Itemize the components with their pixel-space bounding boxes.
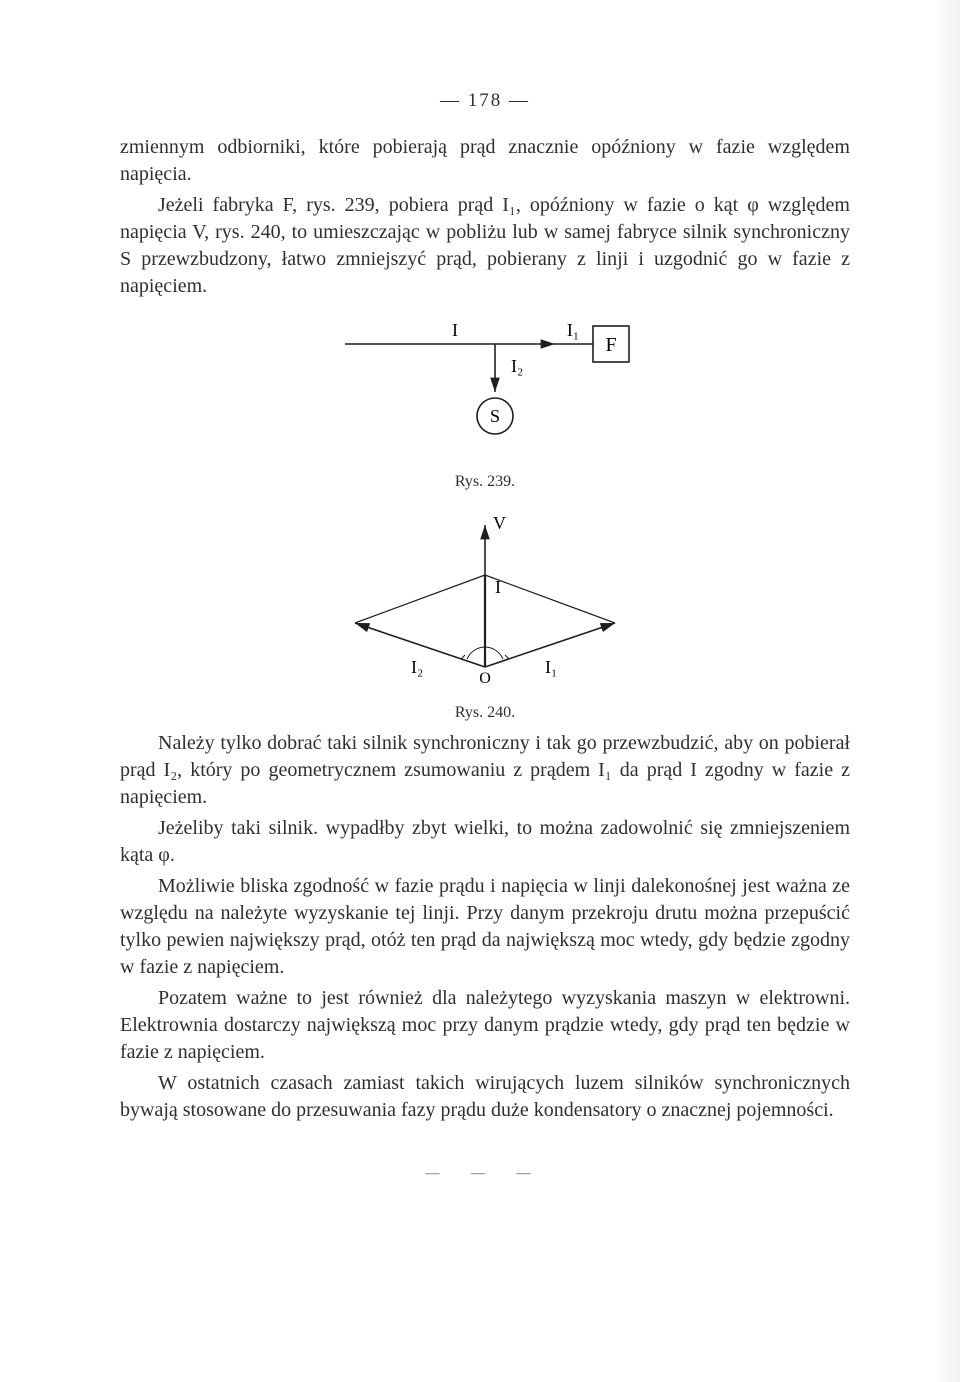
paragraph-6: W ostatnich czasach zamiast takich wiruj… (120, 1070, 850, 1124)
paragraph-2: Należy tylko dobrać taki silnik synchron… (120, 730, 850, 811)
figure-240-caption: Rys. 240. (120, 704, 850, 722)
figure-239-caption: Rys. 239. (120, 473, 850, 491)
fig239-label-I: I (452, 320, 458, 340)
paragraph-4: Możliwie bliska zgodność w fazie prądu i… (120, 873, 850, 981)
fig240-label-I1: I₁ (545, 657, 557, 677)
scan-shadow (934, 0, 960, 1382)
page-number: — 178 — (120, 90, 850, 112)
figure-240-svg: O V I I₂ I₁ (315, 505, 655, 695)
paragraph-1b: Jeżeli fabryka F, rys. 239, pobiera prąd… (120, 192, 850, 300)
fig239-label-I2: I₂ (511, 356, 523, 376)
paragraph-5: Pozatem ważne to jest również dla należy… (120, 985, 850, 1066)
figure-239: F I I₁ I₂ S Rys. 239. (120, 314, 850, 491)
figure-240: O V I I₂ I₁ Rys. 240. (120, 505, 850, 722)
fig239-label-S: S (490, 406, 500, 426)
fig239-label-F: F (605, 334, 616, 356)
fig240-label-O: O (479, 670, 491, 687)
fig240-label-V: V (493, 513, 506, 533)
fig239-label-I1: I₁ (567, 320, 579, 340)
end-rule: — — — (120, 1166, 850, 1182)
paragraph-1a: zmiennym odbiorniki, które pobierają prą… (120, 134, 850, 188)
paragraph-3: Jeżeliby taki silnik. wypadłby zbyt wiel… (120, 815, 850, 869)
page: — 178 — zmiennym odbiorniki, które pobie… (0, 0, 960, 1382)
figure-239-svg: F I I₁ I₂ S (325, 314, 645, 464)
fig240-label-I2: I₂ (411, 657, 423, 677)
